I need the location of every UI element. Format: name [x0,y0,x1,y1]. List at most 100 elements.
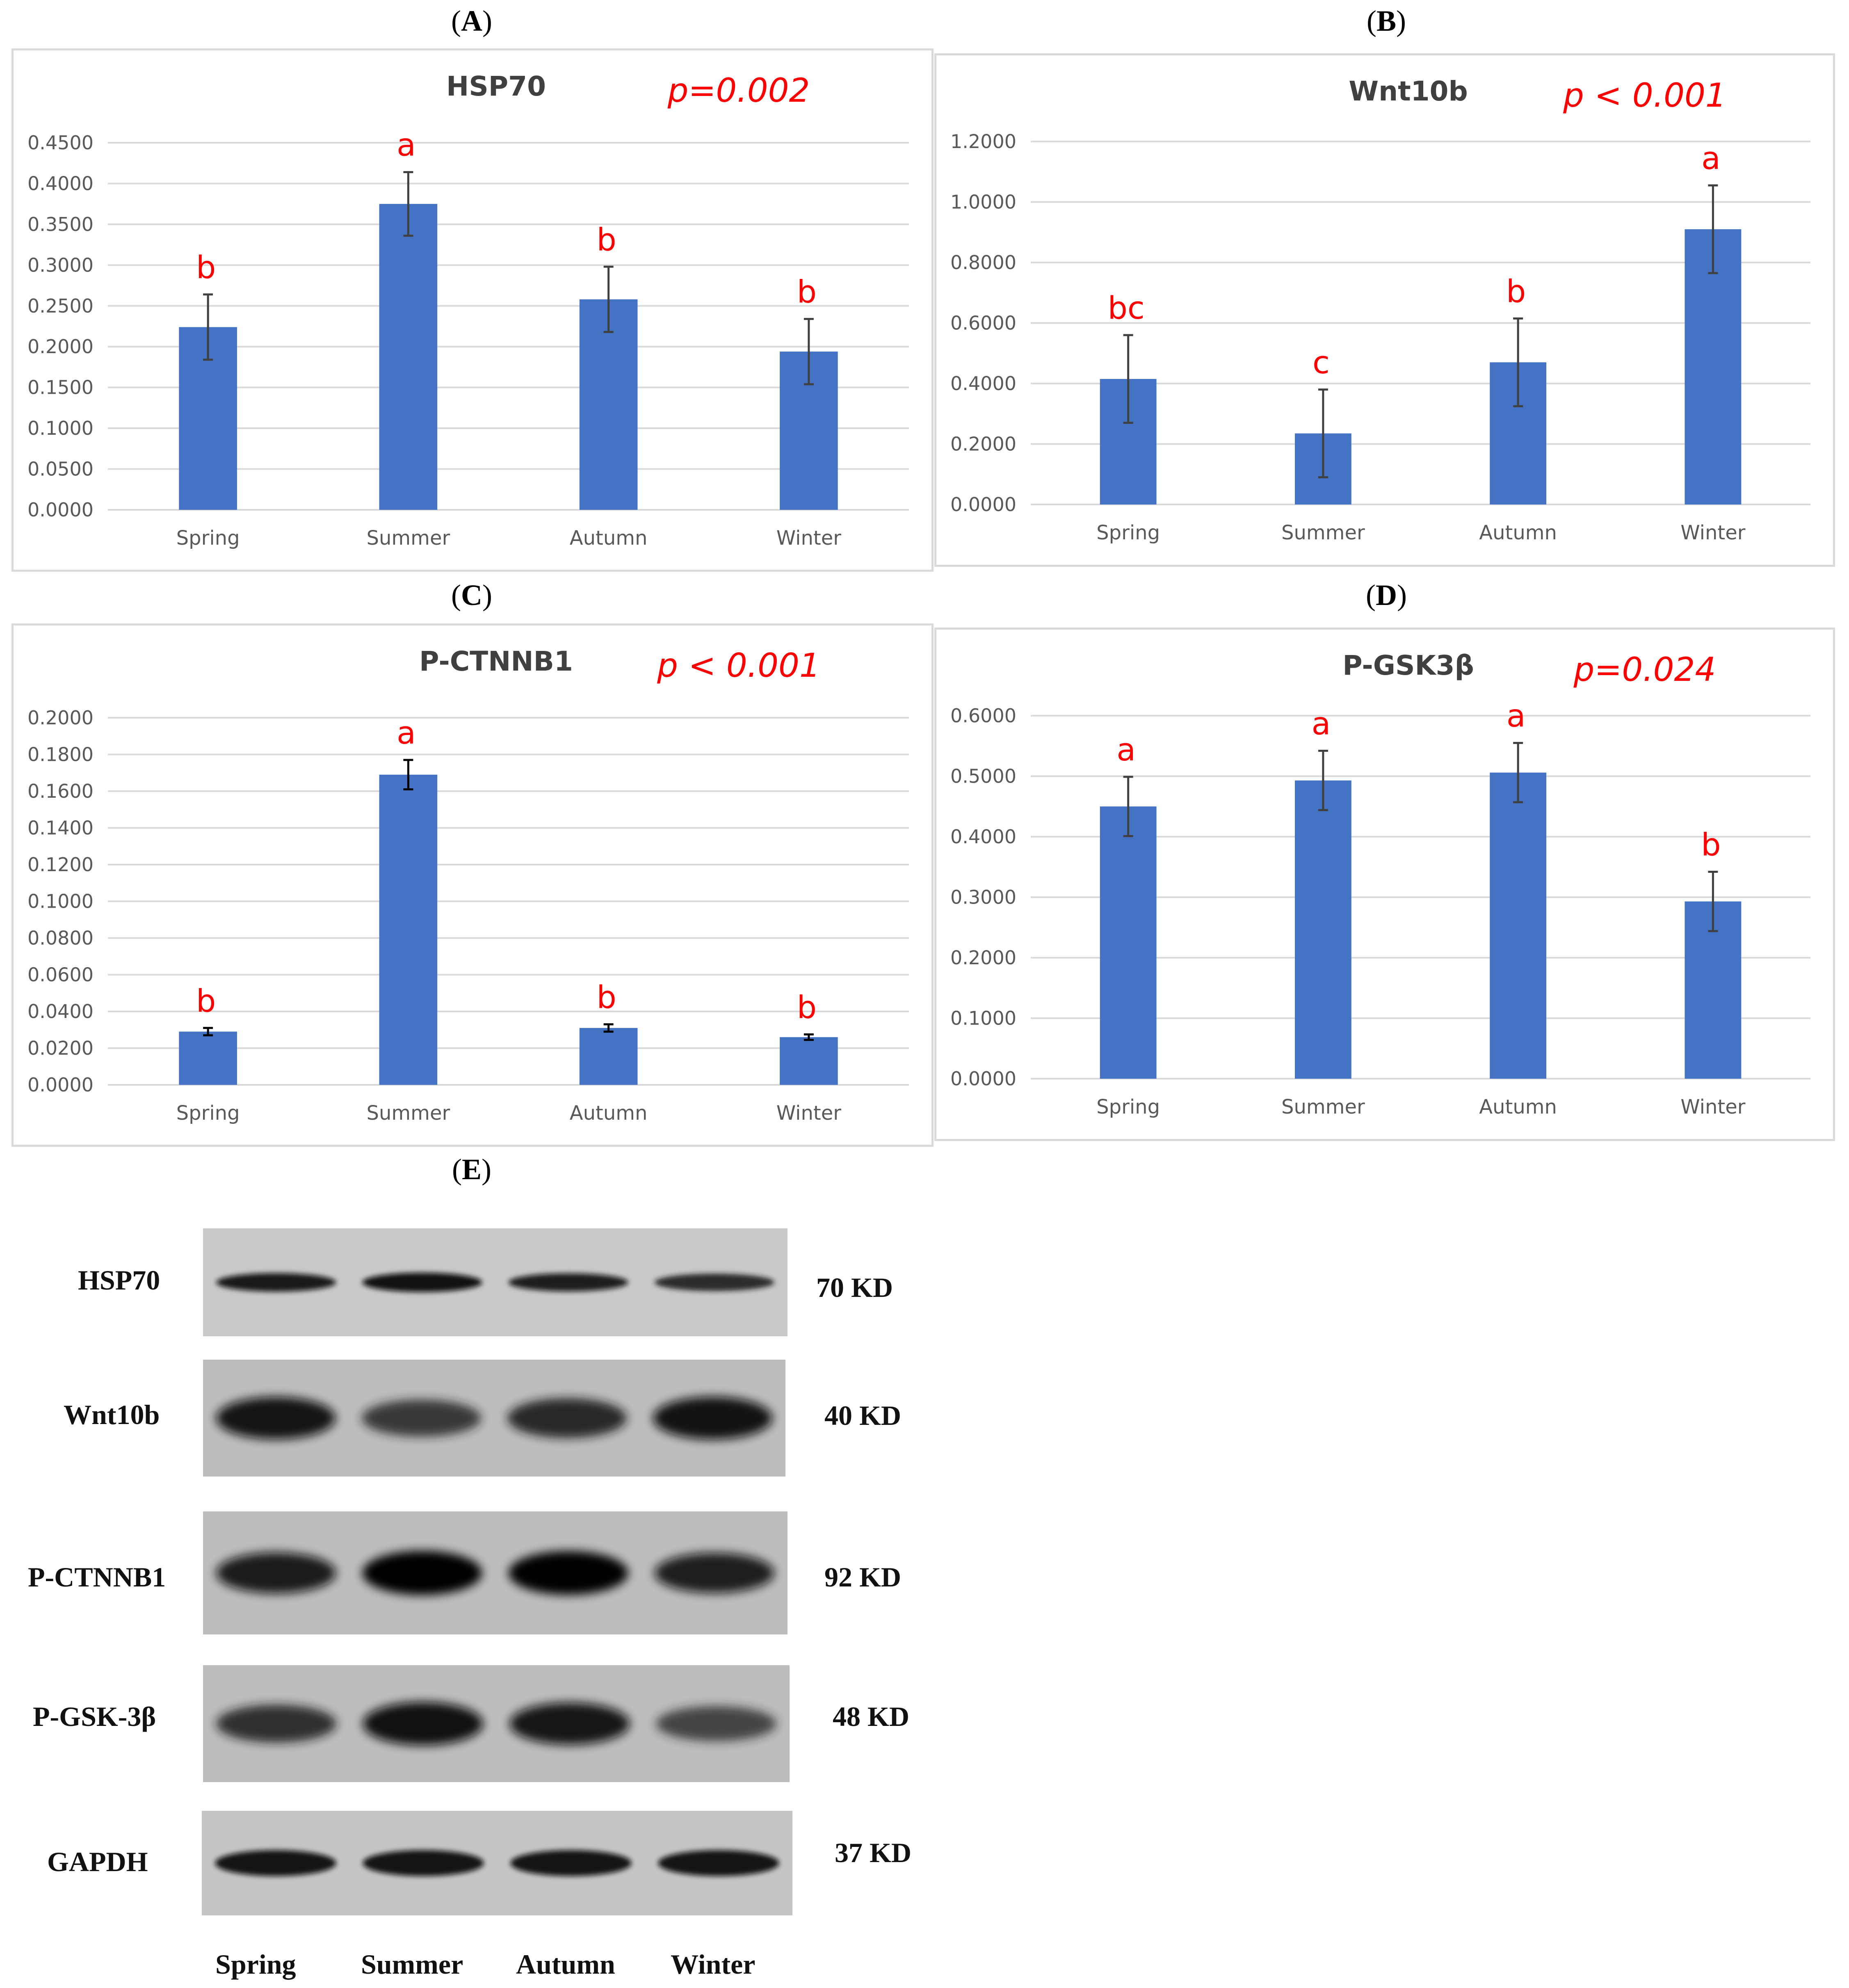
chart-a-ytick-label: 0.0000 [27,499,94,521]
chart-c-ytick-label: 0.2000 [27,707,94,729]
blot-band [216,1397,336,1440]
kd-label-p-gsk3b: 48 KD [833,1701,909,1732]
blot-band [656,1706,776,1741]
chart-d-ytick-label: 0.2000 [950,947,1016,969]
blot-band [363,1850,484,1876]
chart-d-bar [1490,772,1547,1079]
chart-c-bar [379,774,438,1085]
panel-letter-e: (E) [452,1153,491,1186]
chart-c-title: P-CTNNB1 [419,646,573,677]
blot-band [654,1274,774,1291]
chart-b-title: Wnt10b [1349,75,1468,107]
kd-label-p-ctnnb1: 92 KD [824,1561,901,1593]
blot-band [654,1552,774,1593]
panel-letter-b: (B) [1367,5,1406,37]
chart-c-bar [179,1032,237,1085]
chart-b-bar [1685,229,1742,504]
chart-c-significance-letter: b [797,989,817,1025]
chart-b-significance-letter: c [1313,344,1330,381]
blot-band [215,1850,336,1876]
chart-c-ytick-label: 0.1800 [27,744,94,766]
blot-strip-p-ctnnb1 [203,1511,788,1634]
chart-a-significance-letter: b [597,221,616,258]
blot-band [362,1273,482,1292]
blot-bands-hsp70 [203,1228,788,1336]
chart-d-xtick-label: Summer [1281,1096,1365,1118]
chart-a-title: HSP70 [446,71,546,102]
chart-d-xtick-label: Autumn [1479,1096,1557,1118]
chart-b-significance-letter: bc [1108,290,1145,326]
chart-c-ytick-label: 0.1400 [27,817,94,839]
blot-label-p-ctnnb1: P-CTNNB1 [28,1561,166,1593]
blot-label-gapdh: GAPDH [47,1846,148,1877]
blot-band [362,1551,482,1595]
chart-a-xtick-label: Autumn [570,527,648,550]
blot-bands-gapdh [202,1811,792,1915]
chart-d-svg: P-GSK3β p=0.024 0.0000 0.1000 0.2000 0.3000 0.… [950,650,1810,1118]
panel-letter-c: (C) [451,579,492,612]
chart-a-xtick-label: Spring [176,527,240,550]
chart-d-title: P-GSK3β [1342,650,1474,681]
chart-a-ytick-label: 0.3500 [27,213,94,235]
chart-c-ytick-label: 0.0400 [27,1000,94,1023]
lane-label-winter: Winter [671,1949,756,1980]
chart-d-pvalue: p=0.024 [1573,650,1716,689]
chart-d-significance-letter: a [1507,697,1526,734]
chart-d-xtick-label: Spring [1096,1096,1160,1118]
chart-c-bar [780,1037,838,1085]
kd-label-wnt10b: 40 KD [824,1400,901,1431]
chart-a-ytick-label: 0.4500 [27,132,94,154]
chart-c-significance-letter: a [397,714,416,751]
blot-label-hsp70: HSP70 [78,1264,160,1296]
chart-d-ytick-label: 0.1000 [950,1007,1016,1029]
panel-letter-a: (A) [451,5,492,37]
chart-b-significance-letter: a [1701,140,1721,176]
chart-d-significance-letter: a [1116,731,1136,768]
blot-band [509,1703,630,1745]
chart-a: HSP70 p=0.002 0.0000 0.0500 0.1000 0.1500 0.20… [11,48,934,572]
chart-b-ytick-label: 1.2000 [950,130,1016,153]
chart-d-ytick-label: 0.5000 [950,765,1016,787]
blot-bands-p-gsk3b [203,1665,790,1782]
chart-c-ytick-label: 0.1600 [27,780,94,802]
chart-b-ytick-label: 0.6000 [950,312,1016,334]
chart-c-xtick-label: Summer [367,1102,450,1125]
chart-d-bar [1100,806,1157,1079]
panel-letter-d: (D) [1366,579,1407,612]
blot-band [361,1399,482,1437]
chart-a-ytick-label: 0.4000 [27,172,94,194]
blot-strip-wnt10b [203,1360,785,1477]
chart-c-xtick-label: Autumn [570,1102,648,1125]
blot-band [653,1397,773,1440]
blot-band [508,1551,628,1595]
blot-label-p-gsk3b: P-GSK-3β [33,1701,156,1732]
blot-strip-p-gsk3b [203,1665,790,1782]
chart-b-pvalue: p < 0.001 [1563,76,1726,114]
chart-c-ytick-label: 0.0200 [27,1037,94,1059]
chart-b-ytick-label: 0.8000 [950,251,1016,274]
chart-d-xtick-label: Winter [1680,1096,1746,1118]
chart-c-ytick-label: 0.1000 [27,890,94,913]
lane-label-summer: Summer [361,1949,463,1980]
chart-b-ytick-label: 0.2000 [950,433,1016,455]
chart-b-svg: Wnt10b p < 0.001 0.0000 0.2000 0.4000 0.6000 0… [950,75,1810,544]
chart-a-significance-letter: b [196,249,216,285]
blot-band [216,1552,336,1593]
chart-a-ytick-label: 0.1500 [27,377,94,399]
lane-label-autumn: Autumn [516,1949,615,1980]
chart-a-ytick-label: 0.1000 [27,417,94,439]
chart-d-ytick-label: 0.4000 [950,826,1016,848]
chart-b-ytick-label: 1.0000 [950,191,1016,213]
chart-c-svg: P-CTNNB1 p < 0.001 0.0000 0.0200 0.0400 0.060… [27,646,909,1125]
chart-b: Wnt10b p < 0.001 0.0000 0.2000 0.4000 0.6000 0… [934,53,1835,567]
chart-a-significance-letter: a [397,127,416,163]
chart-c: P-CTNNB1 p < 0.001 0.0000 0.0200 0.0400 0.060… [11,623,934,1147]
chart-a-bar [379,204,438,510]
chart-d-ytick-label: 0.0000 [950,1068,1016,1090]
chart-a-bar [579,299,638,510]
chart-b-xtick-label: Spring [1096,521,1160,544]
chart-d-ytick-label: 0.6000 [950,705,1016,727]
chart-b-ytick-label: 0.0000 [950,493,1016,516]
chart-c-significance-letter: b [597,979,616,1015]
chart-d-bar [1294,780,1351,1079]
